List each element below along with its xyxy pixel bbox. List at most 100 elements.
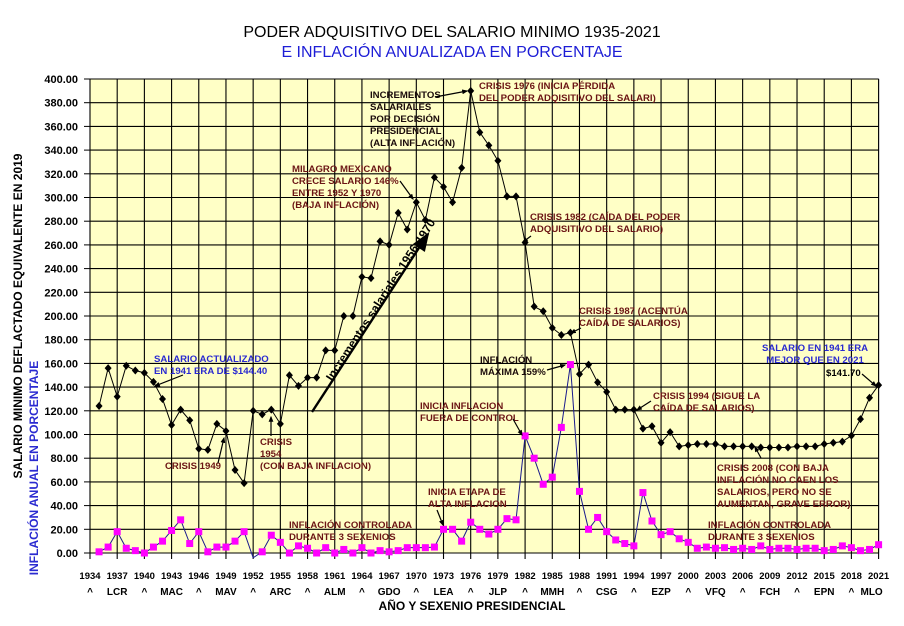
salary-point <box>349 312 357 320</box>
inflation-point <box>449 525 457 533</box>
salary-point <box>267 405 275 414</box>
salary-point <box>666 428 674 437</box>
inflation-point <box>757 542 765 550</box>
salary-point <box>313 373 321 382</box>
sexenio-label: LEA <box>434 587 454 598</box>
sexenio-label: ALM <box>324 587 346 598</box>
sexenio-label: FCH <box>760 587 781 598</box>
x-tick-label: 1949 <box>215 571 236 582</box>
annotation-line: 1954 <box>260 449 282 460</box>
annotation-line: CRISIS 1987 (ACENTÚA <box>579 305 688 317</box>
y-tick-label: 240.00 <box>44 264 78 276</box>
salary-point <box>494 156 502 165</box>
x-tick-label: 1982 <box>515 571 536 582</box>
salary-point <box>340 312 348 320</box>
inflation-point <box>847 544 855 552</box>
salary-point <box>276 419 284 428</box>
salary-point <box>730 442 738 451</box>
inflation-point <box>521 432 529 440</box>
annotation-line: SALARIO ACTUALIZADO <box>154 354 269 365</box>
trend-arrow <box>310 231 430 413</box>
inflation-point <box>503 515 511 523</box>
salary-point <box>585 360 593 369</box>
x-tick-label: 1976 <box>460 571 481 582</box>
annotation-line: ENTRE 1952 Y 1970 <box>292 188 381 199</box>
salary-point <box>766 443 774 452</box>
annotation-line: (BAJA INFLACIÓN) <box>292 199 379 211</box>
annotation-line: EN 1941 ERA DE $144.40 <box>154 366 267 377</box>
annotation-line: MÁXIMA 159% <box>480 366 546 378</box>
annotation-line: POR DECISIÓN <box>370 113 440 125</box>
salary-point <box>648 422 656 431</box>
y-tick-label: 40.00 <box>50 501 78 513</box>
sexenio-label: MAC <box>160 587 183 598</box>
annotation-line: CRISIS <box>260 437 293 448</box>
annotation-line: INICIA ETAPA DE <box>428 487 506 498</box>
y-tick-label: 280.00 <box>44 216 78 228</box>
salary-point <box>476 128 484 137</box>
salary-point <box>458 163 466 172</box>
y-tick-label: 320.00 <box>44 169 78 181</box>
y-tick-label: 60.00 <box>50 477 78 489</box>
inflation-point <box>585 525 593 533</box>
inflation-point <box>276 538 284 546</box>
inflation-point <box>594 513 602 521</box>
salary-point <box>721 442 729 451</box>
annotation-arrow <box>754 445 762 459</box>
inflation-point <box>639 489 647 497</box>
annotation-line: (ALTA INFLACIÓN) <box>370 137 455 149</box>
annotation-arrow <box>217 436 226 464</box>
annotation-arrow <box>569 327 582 334</box>
salary-point <box>403 225 411 234</box>
x-tick-label: 1970 <box>406 571 427 582</box>
inflation-point <box>403 544 411 552</box>
sexenio-label: ^ <box>740 587 746 598</box>
sexenio-label: ^ <box>250 587 256 598</box>
inflation-point <box>820 547 828 555</box>
annotation-line: CRECE SALARIO 146% <box>292 176 399 187</box>
inflation-point <box>811 544 819 552</box>
salary-point <box>838 437 846 446</box>
salary-point <box>394 208 402 217</box>
inflation-point <box>730 545 738 553</box>
x-tick-label: 2000 <box>678 571 699 582</box>
salary-point <box>811 442 819 451</box>
sexenio-label: ^ <box>141 587 147 598</box>
salary-point <box>222 426 230 435</box>
inflation-point <box>168 526 176 534</box>
sexenio-label: ^ <box>468 587 474 598</box>
inflation-point <box>829 545 837 553</box>
salary-point <box>557 330 565 339</box>
annotation-line: $141.70 <box>826 368 861 379</box>
annotation-line: FUERA DE CONTROL <box>420 413 519 424</box>
inflation-point <box>358 544 366 552</box>
x-tick-label: 1934 <box>79 571 101 582</box>
x-axis-label: AÑO Y SEXENIO PRESIDENCIAL <box>379 598 566 613</box>
inflation-point <box>177 516 185 524</box>
x-tick-label: 1937 <box>107 571 128 582</box>
salary-point <box>603 387 611 396</box>
sexenio-label: ^ <box>577 587 583 598</box>
sexenio-label: ^ <box>631 587 637 598</box>
annotation: $141.70 <box>826 368 877 387</box>
inflation-point <box>304 544 312 552</box>
inflation-point <box>721 544 729 552</box>
x-tick-label: 2015 <box>814 571 836 582</box>
inflation-point <box>548 473 556 481</box>
sexenio-label: ^ <box>305 587 311 598</box>
salary-point <box>258 410 266 419</box>
inflation-point <box>675 535 683 543</box>
annotation-line: CAÍDA DE SALARIOS) <box>653 402 754 414</box>
salary-point <box>249 406 257 415</box>
inflation-point <box>557 423 565 431</box>
x-tick-label: 1940 <box>134 571 155 582</box>
salary-point <box>449 198 457 207</box>
sexenio-label: JLP <box>489 587 508 598</box>
x-tick-label: 1964 <box>351 571 373 582</box>
salary-point <box>376 237 384 246</box>
inflation-point <box>684 538 692 546</box>
inflation-point <box>131 547 139 555</box>
annotation-line: CRISIS 1976 (INICIA PÉRDIDA <box>479 80 615 92</box>
